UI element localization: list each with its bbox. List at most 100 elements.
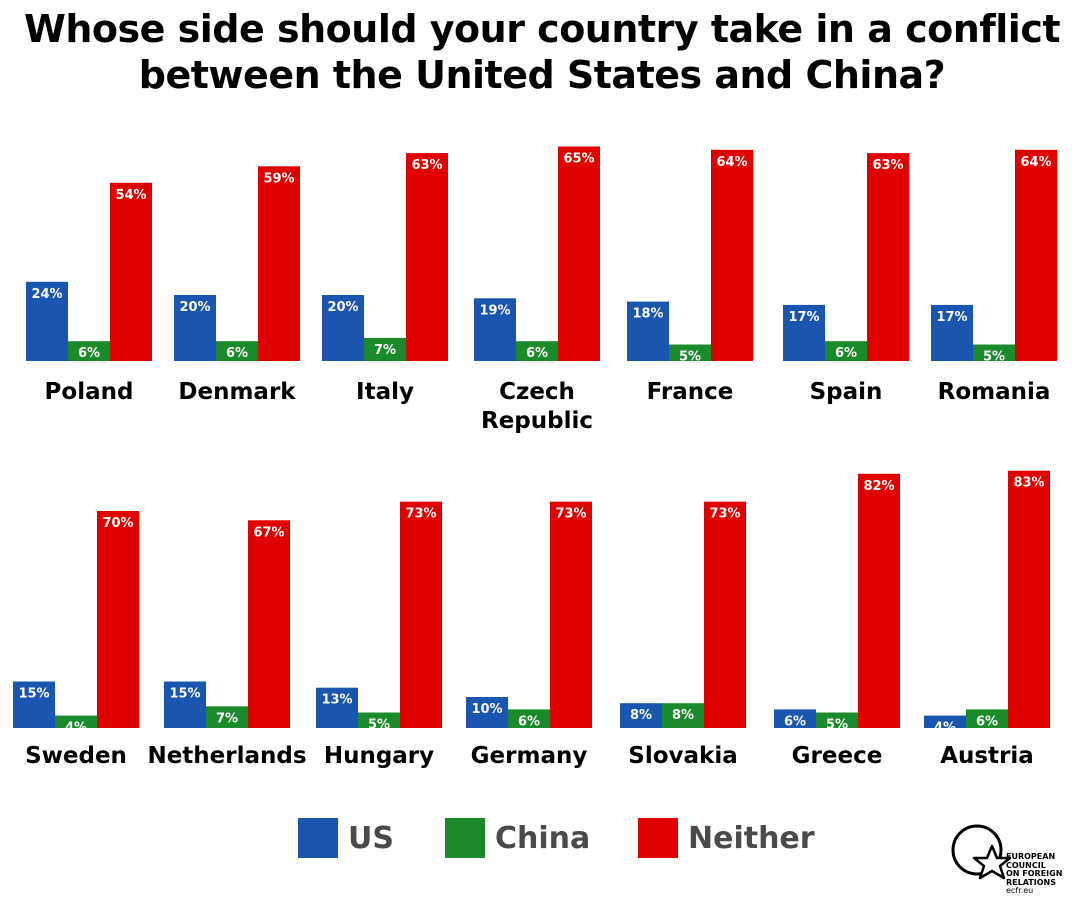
category-label-czech-republic-line-1: Czech — [499, 379, 575, 405]
ecfr-logo-text: EUROPEAN COUNCIL ON FOREIGN RELATIONS ec… — [1006, 852, 1063, 896]
category-label-hungary: Hungary — [324, 743, 434, 769]
bar-france-neither — [711, 149, 753, 361]
data-label-slovakia-us: 8% — [630, 708, 652, 723]
legend-swatch-china — [445, 818, 485, 858]
bar-italy-us — [322, 295, 364, 361]
data-label-slovakia-neither: 73% — [709, 507, 740, 522]
data-label-poland-neither: 54% — [115, 188, 146, 203]
bar-greece-china — [816, 712, 858, 728]
data-label-germany-china: 6% — [518, 714, 540, 729]
data-label-greece-neither: 82% — [863, 479, 894, 494]
bar-poland-neither — [110, 182, 152, 361]
bar-austria-neither — [1008, 470, 1050, 728]
bar-czech-republic-us — [474, 298, 516, 361]
bar-hungary-china — [358, 712, 400, 728]
data-label-sweden-neither: 70% — [102, 516, 133, 531]
bar-hungary-neither — [400, 501, 442, 728]
ecfr-logo-icon — [951, 824, 1012, 880]
category-label-poland: Poland — [45, 379, 134, 405]
data-label-italy-china: 7% — [374, 343, 396, 358]
bar-netherlands-neither — [248, 520, 290, 728]
data-label-czech-republic-us: 19% — [479, 303, 510, 318]
data-label-spain-china: 6% — [835, 346, 857, 361]
data-label-hungary-us: 13% — [321, 693, 352, 708]
bar-netherlands-china — [206, 706, 248, 728]
category-label-sweden: Sweden — [25, 743, 127, 769]
data-label-hungary-china: 5% — [368, 718, 390, 733]
bar-poland-china — [68, 341, 110, 361]
bar-denmark-us — [174, 295, 216, 361]
data-label-slovakia-china: 8% — [672, 708, 694, 723]
bar-denmark-china — [216, 341, 258, 361]
data-label-sweden-us: 15% — [18, 687, 49, 702]
bar-czech-republic-china — [516, 341, 558, 361]
bar-denmark-neither — [258, 166, 300, 361]
data-label-spain-us: 17% — [788, 310, 819, 325]
bar-slovakia-us — [620, 703, 662, 728]
data-label-denmark-us: 20% — [179, 300, 210, 315]
category-label-austria: Austria — [940, 743, 1034, 769]
category-label-greece: Greece — [792, 743, 883, 769]
data-label-romania-neither: 64% — [1020, 155, 1051, 170]
category-label-czech-republic-line-2: Republic — [481, 408, 593, 434]
data-label-netherlands-china: 7% — [216, 711, 238, 726]
bar-germany-us — [466, 697, 508, 728]
data-label-netherlands-us: 15% — [169, 687, 200, 702]
data-label-romania-china: 5% — [983, 350, 1005, 365]
data-label-netherlands-neither: 67% — [253, 525, 284, 540]
data-label-poland-us: 24% — [31, 287, 62, 302]
data-label-france-us: 18% — [632, 307, 663, 322]
data-label-austria-us: 4% — [934, 721, 956, 736]
data-label-spain-neither: 63% — [872, 158, 903, 173]
legend-label-us: US — [348, 820, 394, 856]
bar-netherlands-us — [164, 681, 206, 728]
bar-germany-china — [508, 709, 550, 728]
bar-czech-republic-neither — [558, 146, 600, 361]
bar-austria-china — [966, 709, 1008, 728]
data-label-romania-us: 17% — [936, 310, 967, 325]
bar-france-us — [627, 301, 669, 361]
data-label-italy-neither: 63% — [411, 158, 442, 173]
legend-swatch-us — [298, 818, 338, 858]
category-label-romania: Romania — [938, 379, 1051, 405]
legend-swatch-neither — [638, 818, 678, 858]
logo-line-2: COUNCIL — [1006, 860, 1046, 870]
chart-title-line-2: between the United States and China? — [138, 53, 946, 97]
bar-spain-us — [783, 304, 825, 361]
bar-hungary-us — [316, 687, 358, 728]
bar-slovakia-china — [662, 703, 704, 728]
category-label-italy: Italy — [356, 379, 414, 405]
data-label-hungary-neither: 73% — [405, 507, 436, 522]
data-label-czech-republic-neither: 65% — [563, 152, 594, 167]
bar-romania-china — [973, 344, 1015, 361]
bar-germany-neither — [550, 501, 592, 728]
logo-line-3: ON FOREIGN — [1006, 869, 1063, 878]
bar-romania-us — [931, 304, 973, 361]
data-label-poland-china: 6% — [78, 346, 100, 361]
data-label-germany-neither: 73% — [555, 507, 586, 522]
logo-line-4: RELATIONS — [1006, 877, 1056, 887]
data-label-czech-republic-china: 6% — [526, 346, 548, 361]
category-label-netherlands: Netherlands — [147, 743, 306, 769]
data-label-austria-china: 6% — [976, 714, 998, 729]
bar-italy-china — [364, 337, 406, 361]
bar-austria-us — [924, 715, 966, 728]
data-label-sweden-china: 4% — [65, 721, 87, 736]
legend-item-us: US — [298, 817, 394, 859]
bar-spain-china — [825, 341, 867, 361]
logo-line-1: EUROPEAN — [1006, 852, 1056, 861]
chart-title: Whose side should your country take in a… — [0, 6, 1084, 98]
bar-greece-neither — [858, 473, 900, 728]
data-label-greece-china: 5% — [826, 718, 848, 733]
legend-item-neither: Neither — [638, 817, 815, 859]
data-label-italy-us: 20% — [327, 300, 358, 315]
category-label-slovakia: Slovakia — [628, 743, 737, 769]
category-label-denmark: Denmark — [178, 379, 296, 405]
bar-romania-neither — [1015, 149, 1057, 361]
data-label-france-neither: 64% — [716, 155, 747, 170]
bar-spain-neither — [867, 153, 909, 361]
chart-title-line-1: Whose side should your country take in a… — [23, 7, 1061, 51]
category-label-france: France — [647, 379, 734, 405]
data-label-france-china: 5% — [679, 350, 701, 365]
